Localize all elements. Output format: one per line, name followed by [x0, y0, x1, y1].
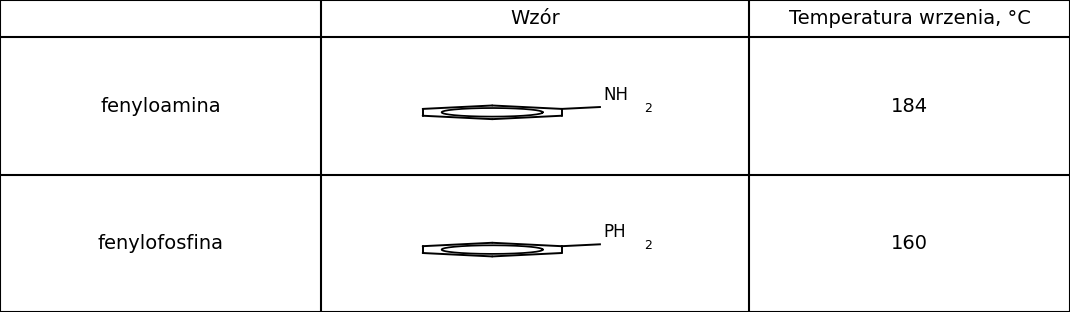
Text: Wzór: Wzór	[510, 9, 560, 28]
Text: Temperatura wrzenia, °C: Temperatura wrzenia, °C	[789, 9, 1030, 28]
Text: 2: 2	[644, 102, 652, 115]
Text: 2: 2	[644, 239, 652, 252]
Text: fenylofosfina: fenylofosfina	[97, 234, 224, 253]
Text: 184: 184	[891, 97, 928, 115]
Text: NH: NH	[603, 86, 628, 104]
Text: fenyloamina: fenyloamina	[101, 97, 220, 115]
Text: 160: 160	[891, 234, 928, 253]
Text: PH: PH	[603, 223, 626, 241]
